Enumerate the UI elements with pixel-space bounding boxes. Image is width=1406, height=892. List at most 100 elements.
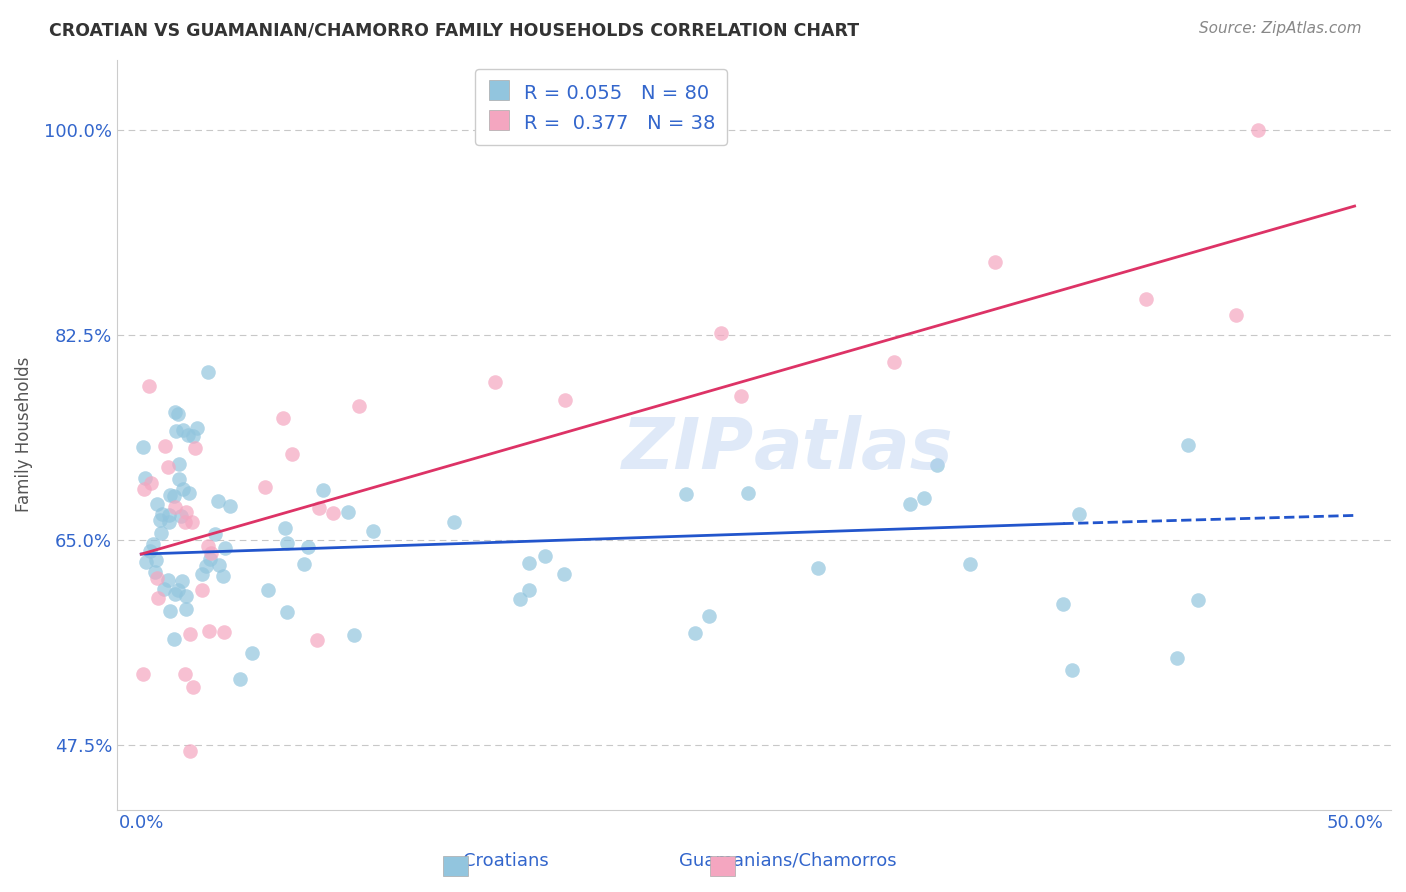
Point — [156, 573, 179, 587]
Point — [198, 624, 221, 638]
Point — [347, 399, 370, 413]
Point — [517, 556, 540, 570]
Point — [134, 483, 156, 497]
Point — [325, 814, 347, 829]
Point — [135, 555, 157, 569]
Point — [145, 553, 167, 567]
Point — [197, 365, 219, 379]
Point — [174, 589, 197, 603]
Point — [212, 624, 235, 639]
Point — [292, 558, 315, 572]
Legend: R = 0.055   N = 80, R =  0.377   N = 38: R = 0.055 N = 80, R = 0.377 N = 38 — [475, 70, 727, 145]
Point — [675, 486, 697, 500]
Point — [984, 255, 1007, 269]
Point — [554, 393, 576, 408]
Point — [883, 354, 905, 368]
Point — [959, 558, 981, 572]
Text: ZIP: ZIP — [621, 415, 754, 484]
Point — [1187, 593, 1209, 607]
Point — [484, 375, 506, 389]
Point — [172, 574, 194, 588]
Point — [166, 582, 188, 597]
Point — [925, 458, 948, 473]
Point — [807, 560, 830, 574]
Point — [172, 423, 194, 437]
Point — [443, 515, 465, 529]
Point — [143, 565, 166, 579]
Point — [212, 569, 235, 583]
Point — [281, 447, 304, 461]
Point — [697, 609, 720, 624]
Point — [517, 582, 540, 597]
Point — [163, 587, 186, 601]
Point — [174, 505, 197, 519]
Point — [276, 536, 298, 550]
Point — [1060, 663, 1083, 677]
Point — [153, 439, 176, 453]
Point — [149, 526, 172, 541]
Point — [1166, 651, 1188, 665]
Point — [730, 389, 752, 403]
Point — [229, 672, 252, 686]
Point — [184, 441, 207, 455]
Point — [141, 475, 163, 490]
Point — [169, 472, 191, 486]
Point — [1246, 123, 1268, 137]
Point — [342, 628, 364, 642]
Point — [912, 491, 935, 505]
Point — [204, 527, 226, 541]
Point — [167, 458, 190, 472]
Point — [169, 509, 191, 524]
Text: CROATIAN VS GUAMANIAN/CHAMORRO FAMILY HOUSEHOLDS CORRELATION CHART: CROATIAN VS GUAMANIAN/CHAMORRO FAMILY HO… — [49, 21, 859, 39]
Point — [159, 488, 181, 502]
Point — [200, 546, 222, 560]
Point — [159, 604, 181, 618]
Point — [142, 537, 165, 551]
Point — [174, 602, 197, 616]
Point — [174, 667, 197, 681]
Point — [181, 680, 204, 694]
Point — [553, 566, 575, 581]
Point — [274, 521, 297, 535]
Point — [181, 429, 204, 443]
Point — [898, 497, 921, 511]
Point — [150, 507, 173, 521]
Point — [336, 505, 359, 519]
Point — [181, 515, 204, 529]
Point — [163, 405, 186, 419]
Point — [312, 483, 335, 497]
Point — [177, 428, 200, 442]
Point — [219, 500, 242, 514]
Point — [1135, 292, 1157, 306]
Point — [179, 627, 201, 641]
Point — [257, 582, 280, 597]
Point — [172, 482, 194, 496]
Point — [195, 559, 218, 574]
Point — [157, 459, 180, 474]
Point — [308, 500, 330, 515]
Point — [200, 551, 222, 566]
Point — [165, 424, 187, 438]
Text: Croatians: Croatians — [464, 852, 548, 870]
Point — [146, 591, 169, 606]
Point — [179, 486, 201, 500]
Point — [149, 513, 172, 527]
Point — [162, 632, 184, 646]
Point — [1052, 598, 1074, 612]
Point — [166, 407, 188, 421]
Point — [163, 490, 186, 504]
Point — [214, 541, 236, 555]
Point — [737, 485, 759, 500]
Point — [157, 508, 180, 523]
Point — [153, 582, 176, 596]
Point — [1225, 309, 1247, 323]
Point — [207, 493, 229, 508]
Point — [146, 497, 169, 511]
Point — [685, 626, 707, 640]
Point — [174, 515, 197, 529]
Point — [509, 591, 531, 606]
Point — [1177, 437, 1199, 451]
Point — [139, 544, 162, 558]
Point — [322, 506, 344, 520]
Point — [276, 606, 298, 620]
